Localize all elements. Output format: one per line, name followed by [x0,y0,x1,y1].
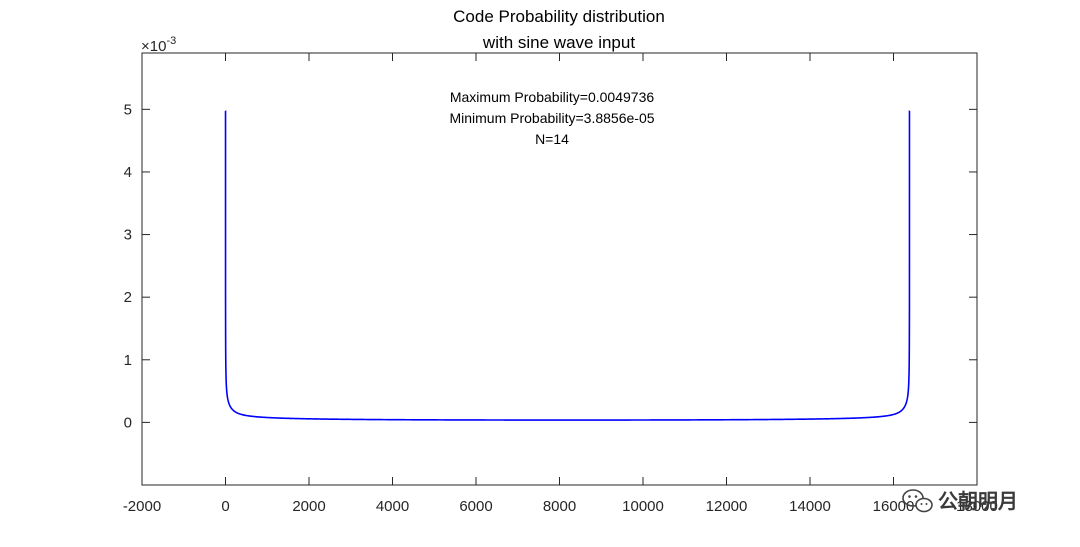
y-tick-label: 0 [124,414,132,431]
y-tick-label: 1 [124,352,132,369]
x-tick-label: 12000 [706,498,748,515]
x-tick-label: 6000 [459,498,492,515]
watermark: 公朝明月 [902,489,1018,513]
x-tick-label: 18000 [956,498,998,515]
y-tick-label: 4 [124,164,132,181]
annotation-n: N=14 [535,131,569,147]
x-tick-label: 2000 [292,498,325,515]
y-axis: 0 1 2 3 4 5 [124,101,977,431]
x-tick-label: 14000 [789,498,831,515]
x-tick-label: 8000 [543,498,576,515]
y-exponent-power: -3 [166,35,176,47]
axes-box [141,52,978,486]
x-tick-label: 4000 [376,498,409,515]
annotation-min-probability: Minimum Probability=3.8856e-05 [449,110,654,126]
y-tick-label: 3 [124,227,132,244]
y-tick-label: 5 [124,101,132,118]
y-exponent-label: ×10-3 [141,35,176,55]
chart-title-line-2: with sine wave input [482,33,635,52]
annotation-max-probability: Maximum Probability=0.0049736 [450,89,654,105]
wechat-icon [902,489,933,513]
x-tick-label: -2000 [123,498,161,515]
y-tick-label: 2 [124,289,132,306]
y-exponent-base: ×10 [141,38,166,55]
x-tick-label: 10000 [622,498,664,515]
series-line-code-probability [224,110,911,421]
x-tick-label: 16000 [873,498,915,515]
watermark-text: 公朝明月 [938,490,1018,513]
x-tick-label: 0 [221,498,229,515]
chart-title-line-1: Code Probability distribution [453,7,665,26]
